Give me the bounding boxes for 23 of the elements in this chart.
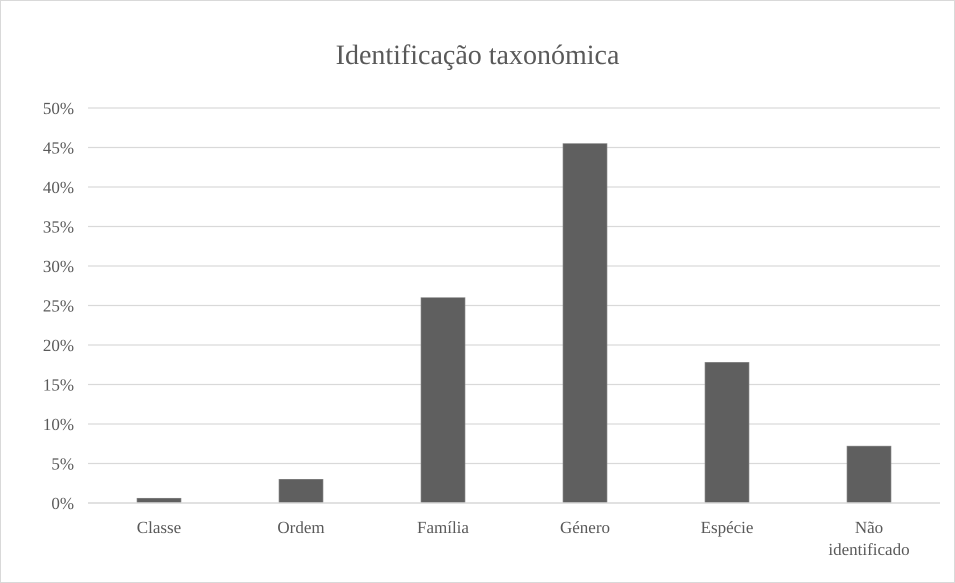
bar [846, 446, 892, 504]
y-tick-label: 5% [51, 454, 74, 474]
bar [420, 297, 466, 504]
y-tick-label: 40% [42, 178, 74, 197]
x-tick-label: Família [417, 518, 470, 537]
y-tick-label: 25% [42, 296, 74, 316]
x-tick-label: Género [560, 518, 610, 537]
y-tick-label: 50% [42, 98, 74, 118]
y-tick-label: 45% [42, 138, 74, 158]
x-tick-label: Ordem [277, 518, 325, 537]
bar [278, 479, 324, 504]
bar [704, 362, 750, 504]
y-tick-label: 10% [42, 414, 74, 434]
y-tick-label: 15% [42, 375, 74, 394]
chart-title: Identificação taxonómica [336, 40, 620, 71]
y-tick-label: 30% [42, 256, 74, 276]
bar [562, 143, 608, 504]
y-tick-label: 0% [51, 494, 74, 513]
x-tick-label: Não identificado [828, 518, 910, 559]
y-tick-label: 35% [42, 217, 74, 236]
x-tick-label: Classe [136, 518, 182, 537]
y-tick-label: 20% [42, 336, 74, 355]
x-tick-label: Espécie [700, 518, 754, 537]
